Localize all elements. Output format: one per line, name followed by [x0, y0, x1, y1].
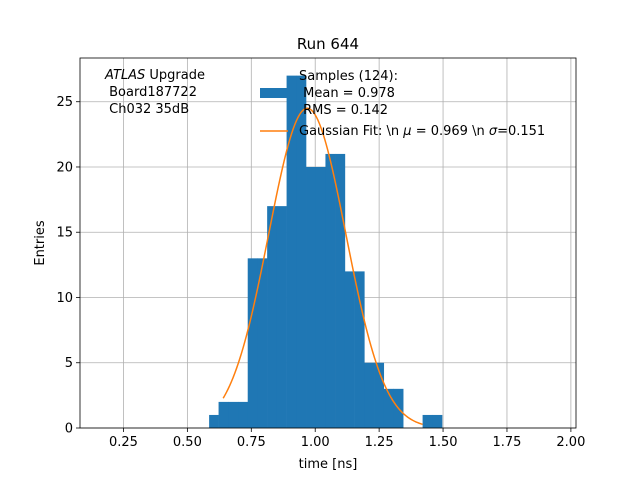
histogram-bar [247, 258, 258, 428]
y-tick-label: 25 [56, 95, 73, 110]
x-tick-label: 1.25 [365, 435, 394, 450]
x-tick-label: 1.50 [429, 435, 458, 450]
histogram-bar [286, 75, 297, 428]
legend-fit-part-2: = 0.969 \n [412, 124, 489, 139]
legend-hist-line-3: RMS = 0.142 [299, 103, 388, 118]
x-tick-label: 2.00 [556, 435, 585, 450]
histogram-bar [276, 206, 287, 428]
legend-fit-mu: μ [402, 124, 411, 139]
annotation-atlas: ATLAS [104, 68, 145, 83]
histogram-bar [354, 271, 365, 428]
y-tick-label: 5 [65, 356, 73, 371]
legend-fit-part-3: =0.151 [497, 124, 545, 139]
histogram-bar [315, 166, 326, 429]
histogram-bar [325, 153, 336, 429]
bars-layer [209, 75, 443, 429]
histogram-bar [257, 258, 268, 428]
legend-hist-line-1: Samples (124): [299, 69, 398, 84]
annotation-line-1: ATLAS Upgrade [104, 68, 205, 83]
histogram-bar [228, 401, 239, 428]
annotation-upgrade: Upgrade [145, 68, 205, 83]
histogram-bar [383, 388, 394, 428]
histogram-bar [432, 414, 443, 428]
legend-fit-part-1: Gaussian Fit: \n [299, 124, 403, 139]
y-ticks: 0 5 10 15 20 25 [56, 95, 80, 437]
plot-frame [79, 57, 577, 429]
x-tick-label: 1.75 [492, 435, 521, 450]
annotation-line-2: Board187722 [105, 85, 197, 100]
histogram-bar [344, 271, 355, 428]
histogram-bar [218, 401, 229, 428]
histogram-bar [364, 362, 375, 428]
histogram-bar [296, 75, 307, 428]
histogram-bar [306, 166, 317, 429]
histogram-bar [374, 362, 385, 428]
chart-title: Run 644 [297, 35, 359, 53]
legend-fit-sigma: σ [489, 124, 498, 139]
x-tick-label: 1.00 [301, 435, 330, 450]
x-tick-label: 0.25 [109, 435, 138, 450]
y-tick-label: 20 [56, 160, 73, 175]
x-tick-label: 0.75 [237, 435, 266, 450]
histogram-bar [335, 153, 346, 429]
legend-hist-line-2: Mean = 0.978 [299, 86, 395, 101]
annotation-line-3: Ch032 35dB [105, 102, 189, 117]
x-ticks: 0.25 0.50 0.75 1.00 1.25 1.50 1.75 2.00 [109, 428, 585, 450]
histogram-bar [238, 401, 249, 428]
legend-fit-label: Gaussian Fit: \n μ = 0.969 \n σ=0.151 [299, 124, 545, 139]
histogram-bar [267, 206, 278, 428]
y-tick-label: 15 [56, 226, 73, 241]
legend: Samples (124): Mean = 0.978 RMS = 0.142 … [260, 69, 545, 139]
x-tick-label: 0.50 [173, 435, 202, 450]
y-tick-label: 0 [65, 422, 73, 437]
y-axis-label: Entries [33, 220, 48, 266]
histogram-bar [422, 414, 433, 428]
gaussian-fit-curve [222, 107, 423, 426]
legend-hist-swatch [260, 88, 288, 98]
x-axis-label: time [ns] [299, 457, 358, 472]
atlas-annotation: ATLAS Upgrade Board187722 Ch032 35dB [104, 68, 205, 117]
histogram-bar [209, 414, 219, 428]
fit-layer [222, 107, 423, 426]
y-tick-label: 10 [56, 291, 73, 306]
